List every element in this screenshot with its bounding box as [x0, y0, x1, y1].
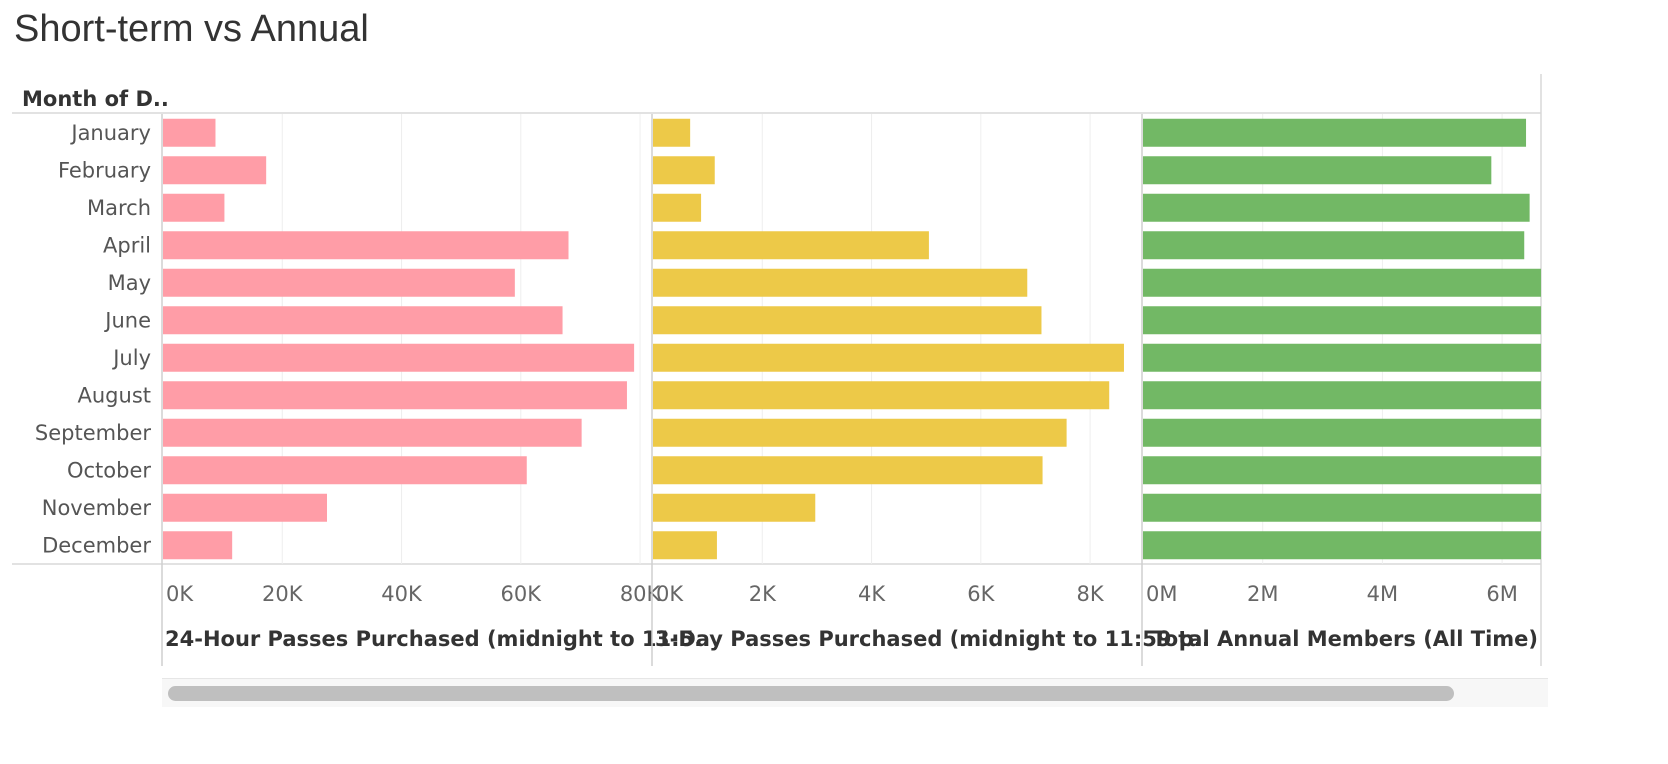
x-tick-label: 8K [1077, 582, 1105, 606]
x-tick-label: 0K [656, 582, 684, 606]
bar [1143, 531, 1541, 560]
bar [653, 381, 1110, 410]
x-tick-label: 80K [620, 582, 662, 606]
bar [1143, 456, 1541, 485]
bar [163, 381, 627, 410]
bar [653, 456, 1043, 485]
bar [163, 156, 267, 185]
bar [163, 306, 563, 335]
month-label: November [42, 496, 152, 520]
bar [163, 343, 635, 372]
scrollbar-thumb[interactable] [168, 686, 1454, 701]
x-tick-label: 2K [749, 582, 777, 606]
month-label: October [67, 458, 151, 482]
x-tick-label: 0M [1146, 582, 1177, 606]
bar [1143, 118, 1527, 147]
bar [1143, 231, 1525, 260]
bar [1143, 343, 1541, 372]
bar [163, 193, 225, 222]
bar [163, 493, 327, 522]
bar [163, 456, 527, 485]
month-label: May [108, 271, 151, 295]
horizontal-scrollbar[interactable] [162, 678, 1548, 707]
month-label: December [42, 533, 151, 557]
month-label: June [103, 308, 151, 332]
bar [163, 118, 216, 147]
x-tick-label: 6M [1486, 582, 1517, 606]
bar [1143, 493, 1541, 522]
bar [653, 193, 702, 222]
bar [653, 343, 1124, 372]
x-tick-label: 2M [1247, 582, 1278, 606]
bar [653, 268, 1028, 297]
x-axis-title: 24-Hour Passes Purchased (midnight to 11… [165, 627, 710, 651]
chart-title: Short-term vs Annual [14, 8, 369, 50]
bar [163, 231, 569, 260]
x-tick-label: 4M [1367, 582, 1398, 606]
bar [1143, 193, 1530, 222]
bar [653, 493, 816, 522]
month-label: January [69, 121, 151, 145]
bar [1143, 268, 1541, 297]
month-label: March [87, 196, 151, 220]
x-axis-title: Total Annual Members (All Time) [1152, 627, 1538, 651]
bar [163, 531, 233, 560]
month-label: July [111, 346, 151, 370]
bar [1143, 306, 1541, 335]
bar [653, 118, 691, 147]
bar [653, 231, 929, 260]
x-tick-label: 20K [262, 582, 304, 606]
x-tick-label: 60K [501, 582, 543, 606]
bar [1143, 418, 1541, 447]
bar [1143, 156, 1492, 185]
month-label: April [103, 233, 151, 257]
bar [653, 531, 717, 560]
bar [163, 418, 582, 447]
bar [1143, 381, 1541, 410]
bar [653, 418, 1067, 447]
x-tick-label: 40K [381, 582, 423, 606]
month-label: February [58, 158, 151, 182]
month-label: September [35, 421, 151, 445]
x-axis-title: 3-Day Passes Purchased (midnight to 11:5… [655, 627, 1210, 651]
bar [653, 156, 715, 185]
row-header-label: Month of D.. [22, 87, 169, 111]
x-tick-label: 6K [967, 582, 995, 606]
bar [653, 306, 1042, 335]
month-label: August [78, 383, 152, 407]
x-tick-label: 4K [858, 582, 886, 606]
bar [163, 268, 515, 297]
x-tick-label: 0K [166, 582, 194, 606]
